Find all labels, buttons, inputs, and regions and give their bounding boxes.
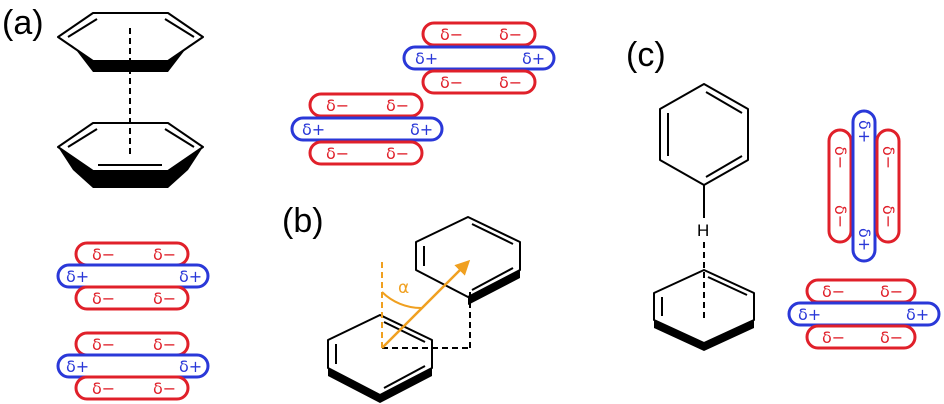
angle-arc <box>381 291 422 309</box>
charge-pos: δ+ <box>798 305 821 324</box>
t-shaped-dimer: H <box>653 83 755 351</box>
charge-neg: δ− <box>153 335 176 354</box>
charge-neg: δ− <box>440 25 463 44</box>
charge-neg: δ− <box>880 282 903 301</box>
charge-neg: δ− <box>831 146 850 169</box>
charge-neg: δ− <box>386 96 409 115</box>
benzene-ring-bottom <box>57 122 204 188</box>
charge-neg: δ− <box>326 96 349 115</box>
hydrogen-label: H <box>697 221 709 240</box>
angle-alpha-label: α <box>398 278 409 298</box>
benzene-ring-lower <box>327 314 433 403</box>
charge-pos: δ+ <box>179 357 202 376</box>
quadrupole-stack-a2: δ− δ− δ+ δ+ δ− δ− <box>56 331 210 401</box>
charge-pos: δ+ <box>410 120 433 139</box>
charge-pos: δ+ <box>855 120 874 143</box>
charge-neg: δ− <box>831 205 850 228</box>
charge-neg: δ− <box>822 282 845 301</box>
charge-neg: δ− <box>386 144 409 163</box>
quadrupole-horizontal: δ− δ− δ+ δ+ δ− δ− <box>787 278 941 350</box>
charge-pos: δ+ <box>66 267 89 286</box>
charge-neg: δ− <box>153 245 176 264</box>
charge-pos: δ+ <box>522 49 545 68</box>
charge-neg: δ− <box>92 335 115 354</box>
charge-neg: δ− <box>92 289 115 308</box>
charge-neg: δ− <box>822 328 845 347</box>
panel-label-a: (a) <box>2 4 44 42</box>
charge-neg: δ− <box>440 73 463 92</box>
charge-pos: δ+ <box>302 120 325 139</box>
charge-pos: δ+ <box>415 49 438 68</box>
charge-neg: δ− <box>879 146 898 169</box>
charge-neg: δ− <box>326 144 349 163</box>
sandwich-dimer <box>57 12 204 188</box>
charge-neg: δ− <box>92 245 115 264</box>
charge-pos: δ+ <box>179 267 202 286</box>
benzene-ring-vertical <box>659 83 749 186</box>
quadrupole-stack-a1: δ− δ− δ+ δ+ δ− δ− <box>56 241 210 311</box>
quadrupole-stack-offset-upper: δ− δ− δ+ δ+ δ− δ− <box>402 21 556 95</box>
quadrupole-vertical: δ− δ− δ+ δ+ δ− δ− <box>827 109 901 263</box>
quadrupole-stack-offset-lower: δ− δ− δ+ δ+ δ− δ− <box>290 92 444 166</box>
charge-pos: δ+ <box>906 305 929 324</box>
benzene-ring-top <box>57 12 204 72</box>
charge-neg: δ− <box>499 25 522 44</box>
displaced-dimer: α <box>327 216 521 403</box>
charge-neg: δ− <box>499 73 522 92</box>
panel-label-c: (c) <box>626 36 666 74</box>
benzene-ring-upper <box>415 216 521 305</box>
charge-neg: δ− <box>879 205 898 228</box>
charge-neg: δ− <box>92 379 115 398</box>
displacement-arrow <box>381 259 471 349</box>
charge-pos: δ+ <box>855 228 874 251</box>
benzene-ring-horizontal <box>653 269 755 351</box>
charge-neg: δ− <box>153 379 176 398</box>
charge-pos: δ+ <box>66 357 89 376</box>
charge-neg: δ− <box>153 289 176 308</box>
panel-label-b: (b) <box>282 202 324 240</box>
charge-neg: δ− <box>880 328 903 347</box>
